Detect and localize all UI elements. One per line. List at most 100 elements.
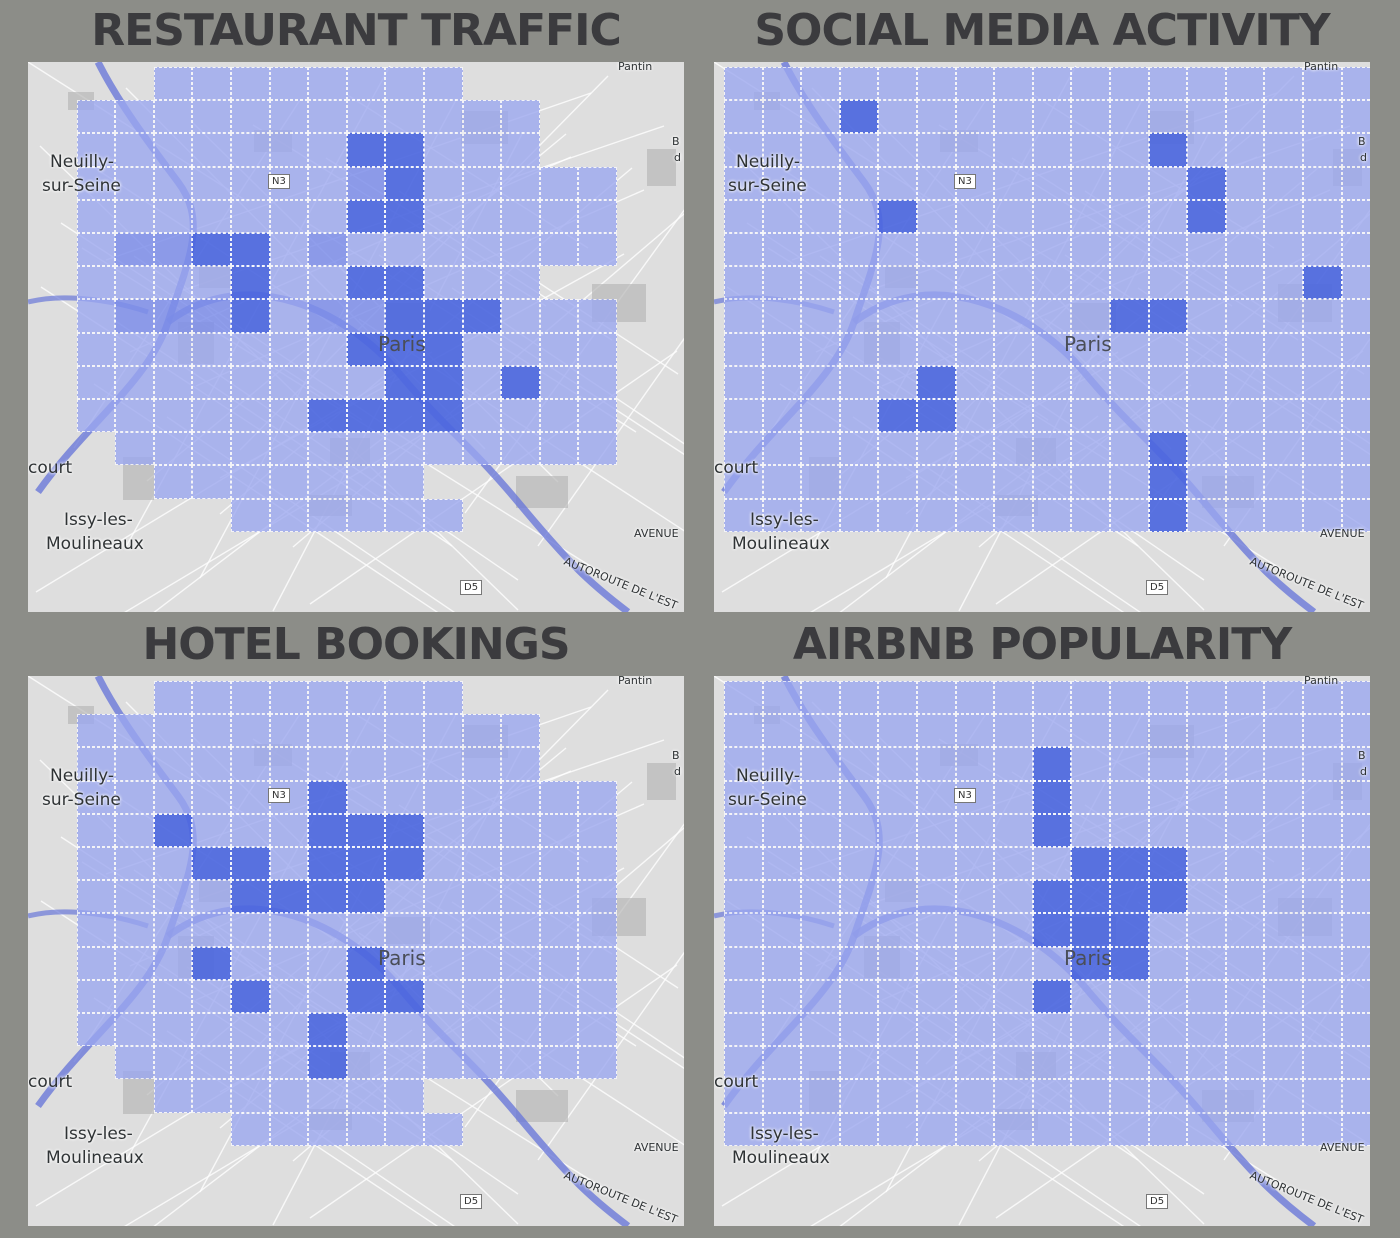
grid-cell[interactable]: [1187, 813, 1226, 847]
grid-cell[interactable]: [1071, 1112, 1110, 1146]
grid-cell[interactable]: [462, 365, 502, 399]
grid-cell[interactable]: [76, 847, 116, 881]
grid-cell[interactable]: [539, 946, 579, 980]
grid-cell[interactable]: [724, 979, 763, 1013]
grid-cell[interactable]: [917, 100, 956, 134]
grid-cell[interactable]: [346, 399, 386, 433]
grid-cell[interactable]: [115, 880, 154, 914]
grid-cell[interactable]: [346, 1112, 386, 1146]
grid-cell[interactable]: [1148, 714, 1188, 748]
grid-cell[interactable]: [839, 1046, 879, 1080]
grid-cell[interactable]: [462, 1013, 502, 1047]
grid-cell[interactable]: [1071, 266, 1110, 300]
grid-cell[interactable]: [917, 747, 956, 781]
grid-cell[interactable]: [115, 946, 154, 980]
grid-cell[interactable]: [1341, 780, 1370, 814]
grid-cell[interactable]: [1187, 714, 1226, 748]
grid-cell[interactable]: [955, 714, 995, 748]
grid-cell[interactable]: [424, 432, 463, 466]
grid-cell[interactable]: [231, 199, 270, 233]
grid-cell[interactable]: [153, 399, 193, 433]
grid-cell[interactable]: [994, 780, 1033, 814]
grid-cell[interactable]: [1225, 67, 1265, 101]
grid-cell[interactable]: [1264, 1013, 1303, 1047]
grid-cell[interactable]: [839, 780, 879, 814]
grid-cell[interactable]: [76, 747, 116, 781]
grid-cell[interactable]: [231, 233, 270, 267]
grid-cell[interactable]: [231, 365, 270, 399]
grid-cell[interactable]: [1225, 813, 1265, 847]
grid-cell[interactable]: [424, 946, 463, 980]
grid-cell[interactable]: [231, 880, 270, 914]
grid-cell[interactable]: [346, 681, 386, 715]
grid-cell[interactable]: [76, 299, 116, 333]
grid-cell[interactable]: [955, 67, 995, 101]
grid-cell[interactable]: [308, 1079, 347, 1113]
grid-cell[interactable]: [1187, 233, 1226, 267]
grid-cell[interactable]: [724, 365, 763, 399]
grid-cell[interactable]: [192, 1046, 231, 1080]
grid-cell[interactable]: [115, 1013, 154, 1047]
grid-cell[interactable]: [1032, 199, 1072, 233]
grid-cell[interactable]: [917, 913, 956, 947]
grid-cell[interactable]: [1225, 465, 1265, 499]
grid-cell[interactable]: [917, 133, 956, 167]
grid-cell[interactable]: [1071, 979, 1110, 1013]
grid-cell[interactable]: [994, 166, 1033, 200]
grid-cell[interactable]: [1341, 498, 1370, 532]
grid-cell[interactable]: [1303, 714, 1342, 748]
grid-cell[interactable]: [1225, 365, 1265, 399]
grid-cell[interactable]: [76, 266, 116, 300]
grid-cell[interactable]: [801, 100, 840, 134]
grid-cell[interactable]: [346, 813, 386, 847]
grid-cell[interactable]: [385, 299, 424, 333]
grid-cell[interactable]: [346, 780, 386, 814]
grid-cell[interactable]: [1264, 813, 1303, 847]
grid-cell[interactable]: [424, 979, 463, 1013]
grid-cell[interactable]: [1341, 365, 1370, 399]
grid-cell[interactable]: [269, 465, 309, 499]
grid-cell[interactable]: [994, 913, 1033, 947]
grid-cell[interactable]: [1187, 399, 1226, 433]
grid-cell[interactable]: [994, 332, 1033, 366]
grid-cell[interactable]: [308, 1112, 347, 1146]
grid-cell[interactable]: [308, 979, 347, 1013]
grid-cell[interactable]: [424, 100, 463, 134]
grid-cell[interactable]: [1264, 199, 1303, 233]
grid-cell[interactable]: [269, 432, 309, 466]
grid-cell[interactable]: [878, 979, 917, 1013]
grid-cell[interactable]: [1032, 332, 1072, 366]
grid-cell[interactable]: [724, 747, 763, 781]
grid-cell[interactable]: [153, 1079, 193, 1113]
grid-cell[interactable]: [994, 1013, 1033, 1047]
grid-cell[interactable]: [153, 681, 193, 715]
grid-cell[interactable]: [231, 166, 270, 200]
grid-cell[interactable]: [462, 979, 502, 1013]
grid-cell[interactable]: [1032, 100, 1072, 134]
grid-cell[interactable]: [724, 432, 763, 466]
grid-cell[interactable]: [192, 1079, 231, 1113]
grid-cell[interactable]: [1303, 681, 1342, 715]
grid-cell[interactable]: [462, 714, 502, 748]
grid-cell[interactable]: [878, 233, 917, 267]
grid-cell[interactable]: [1110, 399, 1149, 433]
grid-cell[interactable]: [1187, 332, 1226, 366]
grid-cell[interactable]: [839, 946, 879, 980]
grid-cell[interactable]: [955, 946, 995, 980]
grid-cell[interactable]: [839, 399, 879, 433]
grid-cell[interactable]: [308, 332, 347, 366]
grid-cell[interactable]: [724, 498, 763, 532]
grid-cell[interactable]: [1110, 747, 1149, 781]
grid-cell[interactable]: [1148, 747, 1188, 781]
grid-cell[interactable]: [385, 399, 424, 433]
grid-cell[interactable]: [1071, 780, 1110, 814]
grid-cell[interactable]: [346, 880, 386, 914]
grid-cell[interactable]: [308, 166, 347, 200]
grid-cell[interactable]: [801, 332, 840, 366]
grid-cell[interactable]: [578, 299, 617, 333]
grid-cell[interactable]: [1110, 1079, 1149, 1113]
grid-cell[interactable]: [1303, 332, 1342, 366]
grid-cell[interactable]: [501, 1013, 540, 1047]
grid-cell[interactable]: [346, 233, 386, 267]
grid-cell[interactable]: [462, 813, 502, 847]
